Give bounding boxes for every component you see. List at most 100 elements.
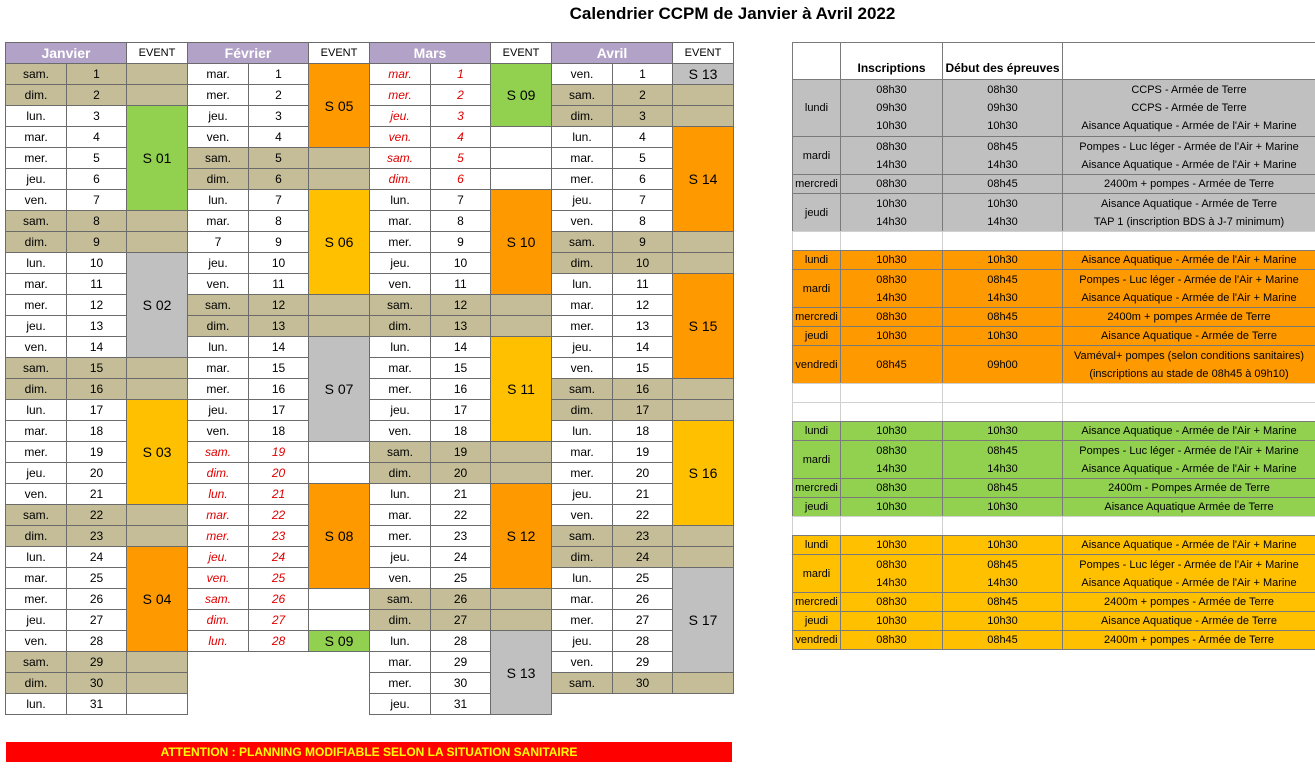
event-slot bbox=[490, 315, 552, 337]
start-value: 08h45 bbox=[987, 596, 1018, 608]
schedule-day: mercredi bbox=[792, 307, 841, 327]
event-slot bbox=[126, 210, 188, 232]
day-number: 5 bbox=[612, 147, 673, 169]
schedule-day: vendredi bbox=[792, 630, 841, 650]
schedule-day: mardi bbox=[792, 440, 841, 479]
day-name: mer. bbox=[369, 84, 431, 106]
day-name: lun. bbox=[5, 399, 67, 421]
day-number: 17 bbox=[430, 399, 491, 421]
day-number: 15 bbox=[612, 357, 673, 379]
activity-text: 2400m + pompes - Armée de Terre bbox=[1103, 178, 1275, 190]
day-name: sam. bbox=[187, 588, 249, 610]
event-slot bbox=[308, 168, 370, 190]
day-name: ven. bbox=[551, 651, 613, 673]
inscription-time: 08h30 bbox=[840, 478, 943, 498]
day-number: 30 bbox=[430, 672, 491, 694]
day-number: 20 bbox=[430, 462, 491, 484]
day-name: dim. bbox=[369, 168, 431, 190]
event-slot bbox=[308, 294, 370, 316]
inscription-time: 08h30 bbox=[840, 630, 943, 650]
activity-cell: Pompes - Luc léger - Armée de l'Air + Ma… bbox=[1062, 440, 1315, 479]
event-slot bbox=[672, 105, 734, 127]
event-slot bbox=[308, 462, 370, 484]
day-number: 3 bbox=[430, 105, 491, 127]
start-value: 10h30 bbox=[987, 330, 1018, 342]
day-name: jeu. bbox=[551, 630, 613, 652]
month-header: Janvier bbox=[5, 42, 127, 64]
event-slot bbox=[308, 609, 370, 631]
month-header: Février bbox=[187, 42, 309, 64]
day-name: ven. bbox=[369, 420, 431, 442]
start-time: 08h45 bbox=[942, 174, 1063, 194]
activity-text: CCPS - Armée de Terre bbox=[1131, 84, 1247, 96]
inscription-time: 08h45 bbox=[840, 345, 943, 384]
day-name: ven. bbox=[551, 357, 613, 379]
day-number: 17 bbox=[612, 399, 673, 421]
event-slot bbox=[672, 546, 734, 568]
inscription-time: 08h30 bbox=[840, 307, 943, 327]
day-name: mar. bbox=[369, 504, 431, 526]
day-name: dim. bbox=[5, 525, 67, 547]
day-name: mar. bbox=[5, 126, 67, 148]
day-name: jeu. bbox=[5, 315, 67, 337]
schedule-day: mercredi bbox=[792, 478, 841, 498]
start-value: 09h00 bbox=[987, 358, 1018, 371]
start-value: 09h30 bbox=[987, 102, 1018, 114]
schedule-day: jeudi bbox=[792, 497, 841, 517]
day-name: lun. bbox=[551, 420, 613, 442]
schedule-day: lundi bbox=[792, 79, 841, 137]
schedule-day: mardi bbox=[792, 554, 841, 593]
day-name: ven. bbox=[5, 483, 67, 505]
day-name: sam. bbox=[5, 210, 67, 232]
day-name: mer. bbox=[187, 84, 249, 106]
schedule-day: jeudi bbox=[792, 193, 841, 232]
page-title: Calendrier CCPM de Janvier à Avril 2022 bbox=[569, 4, 896, 23]
day-number: 13 bbox=[248, 315, 309, 337]
day-name: mar. bbox=[5, 273, 67, 295]
inscription-time: 08h30 14h30 bbox=[840, 440, 943, 479]
day-name: sam. bbox=[5, 651, 67, 673]
event-slot bbox=[308, 147, 370, 169]
event-slot bbox=[672, 84, 734, 106]
day-number: 7 bbox=[66, 189, 127, 211]
day-number: 28 bbox=[430, 630, 491, 652]
day-name: sam. bbox=[551, 672, 613, 694]
day-number: 29 bbox=[430, 651, 491, 673]
day-name: lun. bbox=[5, 252, 67, 274]
day-name: jeu. bbox=[369, 399, 431, 421]
day-name: lun. bbox=[369, 189, 431, 211]
day-name: mer. bbox=[369, 525, 431, 547]
day-name: jeu. bbox=[187, 546, 249, 568]
day-number: 25 bbox=[612, 567, 673, 589]
start-time: 10h30 bbox=[942, 535, 1063, 555]
event-header: EVENT bbox=[490, 42, 552, 64]
schedule-day: vendredi bbox=[792, 345, 841, 384]
inscription-time: 10h30 bbox=[840, 497, 943, 517]
day-name: lun. bbox=[5, 105, 67, 127]
inscription-value: 08h30 bbox=[876, 634, 907, 646]
start-time: 10h30 bbox=[942, 497, 1063, 517]
start-time: 10h30 14h30 bbox=[942, 193, 1063, 232]
activity-text: CCPS - Armée de Terre bbox=[1131, 102, 1247, 114]
day-number: 14 bbox=[612, 336, 673, 358]
start-value: 10h30 bbox=[987, 539, 1018, 551]
spacer-cell bbox=[1062, 516, 1315, 536]
spacer-cell bbox=[1062, 402, 1315, 422]
inscription-value: 10h30 bbox=[876, 254, 907, 266]
inscription-value: 10h30 bbox=[876, 330, 907, 342]
start-value: 10h30 bbox=[987, 615, 1018, 627]
start-value: 08h45 bbox=[987, 482, 1018, 494]
activity-text: Aisance Aquatique - Armée de l'Air + Mar… bbox=[1081, 425, 1297, 437]
schedule-day: mardi bbox=[792, 136, 841, 175]
day-name: ven. bbox=[187, 126, 249, 148]
day-number: 13 bbox=[66, 315, 127, 337]
day-name: sam. bbox=[5, 357, 67, 379]
day-number: 19 bbox=[66, 441, 127, 463]
day-number: 4 bbox=[430, 126, 491, 148]
day-name: dim. bbox=[551, 399, 613, 421]
week-event: S 11 bbox=[490, 336, 552, 442]
week-event: S 06 bbox=[308, 189, 370, 295]
day-name: sam. bbox=[551, 84, 613, 106]
event-slot bbox=[308, 315, 370, 337]
day-number: 12 bbox=[612, 294, 673, 316]
